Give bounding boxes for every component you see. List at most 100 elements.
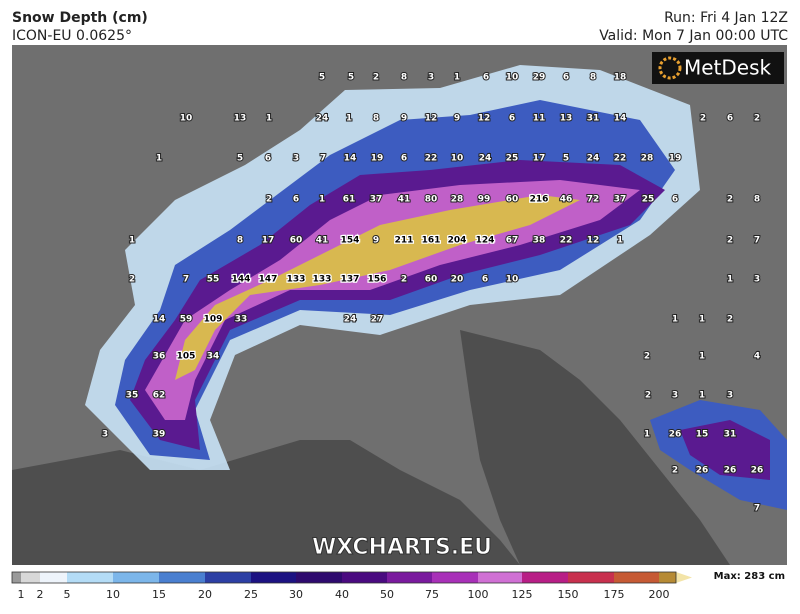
- snow-label: 2: [644, 352, 650, 362]
- model: ICON-EU 0.0625°: [12, 28, 132, 44]
- snow-label: 105: [177, 352, 196, 362]
- snow-label: 39: [153, 430, 166, 440]
- title: Snow Depth (cm): [12, 10, 148, 26]
- snow-label: 1: [319, 195, 325, 205]
- sea: [12, 440, 520, 565]
- snow-label: 24: [316, 114, 329, 124]
- snow-label: 18: [614, 73, 627, 83]
- snow-label: 72: [587, 195, 600, 205]
- snow-label: 1: [699, 315, 705, 325]
- snow-label: 161: [422, 236, 441, 246]
- snow-label: 7: [183, 275, 189, 285]
- snow-label: 1: [699, 352, 705, 362]
- legend-swatch: [387, 572, 432, 583]
- snow-label: 1: [346, 114, 352, 124]
- snow-label: 46: [560, 195, 573, 205]
- snow-label: 67: [506, 236, 519, 246]
- legend-tick-label: 20: [198, 588, 212, 601]
- snow-magenta: [145, 180, 640, 420]
- snow-label: 2: [754, 114, 760, 124]
- snow-label: 2: [727, 315, 733, 325]
- snow-label: 37: [614, 195, 627, 205]
- snow-label: 36: [153, 352, 166, 362]
- snow-label: 3: [428, 73, 434, 83]
- legend-swatch: [205, 572, 251, 583]
- legend: Max: 283 cm 1 2 5 10 15 20 25 30 40 50 75 100 125 150…: [11, 571, 785, 601]
- snow-label: 204: [448, 236, 467, 246]
- snow-label: 3: [754, 275, 760, 285]
- legend-tick-label: 175: [604, 588, 625, 601]
- snow-label: 211: [395, 236, 414, 246]
- snow-label: 31: [724, 430, 737, 440]
- snow-purple: [680, 420, 770, 480]
- snow-label: 9: [373, 236, 379, 246]
- legend-tick-label: 125: [512, 588, 533, 601]
- snow-label: 22: [614, 154, 627, 164]
- legend-swatch: [159, 572, 205, 583]
- snow-label: 156: [368, 275, 387, 285]
- snow-yellow: [175, 195, 580, 380]
- snow-label: 133: [313, 275, 332, 285]
- snow-label: 1: [156, 154, 162, 164]
- snow-label: 26: [724, 466, 737, 476]
- snow-label: 17: [533, 154, 546, 164]
- snow-label: 55: [207, 275, 220, 285]
- snow-label: 5: [319, 73, 325, 83]
- legend-tick-label: 5: [64, 588, 71, 601]
- legend-swatch: [40, 572, 67, 583]
- snow-label: 38: [533, 236, 546, 246]
- snow-label: 5: [348, 73, 354, 83]
- valid: Valid: Mon 7 Jan 00:00 UTC: [599, 28, 788, 44]
- snow-label: 7: [754, 504, 760, 514]
- snow-label: 109: [204, 315, 223, 325]
- snow-label: 24: [479, 154, 492, 164]
- snow-label: 22: [560, 236, 573, 246]
- snow-label: 6: [672, 195, 678, 205]
- snow-label: 17: [262, 236, 275, 246]
- snow-label: 62: [153, 391, 166, 401]
- snow-label: 6: [293, 195, 299, 205]
- legend-tick-label: 1: [18, 588, 25, 601]
- snow-label: 1: [129, 236, 135, 246]
- snow-label: 9: [401, 114, 407, 124]
- snow-label: 6: [727, 114, 733, 124]
- legend-border: [11, 571, 677, 584]
- snow-label: 3: [727, 391, 733, 401]
- snow-label: 216: [530, 195, 549, 205]
- snow-label: 2: [266, 195, 272, 205]
- snow-label: 27: [371, 315, 384, 325]
- snow-label: 33: [235, 315, 248, 325]
- legend-swatch: [251, 572, 296, 583]
- snow-label: 22: [425, 154, 438, 164]
- sea: [460, 330, 730, 565]
- snow-label: 147: [259, 275, 278, 285]
- snow-label: 5: [237, 154, 243, 164]
- snow-label: 41: [316, 236, 329, 246]
- snow-label: 24: [587, 154, 600, 164]
- snow-label: 31: [587, 114, 600, 124]
- snow-label: 6: [563, 73, 569, 83]
- snow-label: 2: [700, 114, 706, 124]
- snow-label: 14: [153, 315, 166, 325]
- legend-swatch: [614, 572, 659, 583]
- snow-label: 12: [478, 114, 491, 124]
- logo: MetDesk: [684, 56, 772, 80]
- legend-swatch: [12, 572, 21, 583]
- snow-label: 154: [341, 236, 360, 246]
- snow-label: 13: [560, 114, 573, 124]
- snow-label: 26: [751, 466, 764, 476]
- legend-tick-label: 15: [152, 588, 166, 601]
- legend-swatch: [522, 572, 568, 583]
- snow-label: 37: [370, 195, 383, 205]
- snow-label: 6: [509, 114, 515, 124]
- snow-label: 1: [617, 236, 623, 246]
- snow-label: 26: [696, 466, 709, 476]
- snow-label: 2: [373, 73, 379, 83]
- snow-label: 14: [344, 154, 357, 164]
- snow-label: 12: [425, 114, 438, 124]
- snow-label: 29: [533, 73, 546, 83]
- snow-label: 1: [644, 430, 650, 440]
- legend-max: Max: 283 cm: [714, 571, 785, 582]
- snow-label: 8: [754, 195, 760, 205]
